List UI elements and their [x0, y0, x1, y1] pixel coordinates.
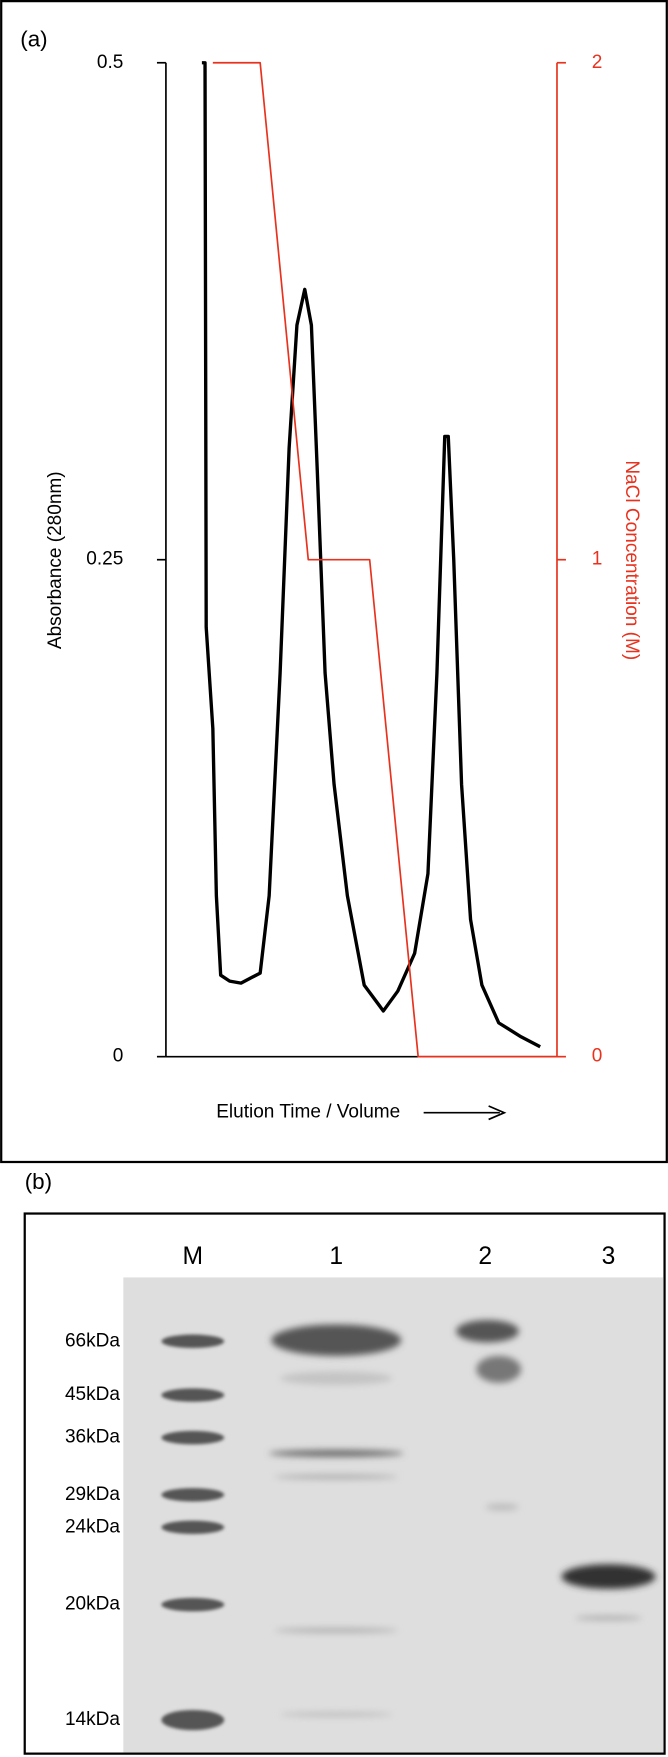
lane-label: 3 [602, 1243, 616, 1270]
lane-label: 2 [478, 1243, 492, 1270]
marker-band [161, 1520, 225, 1535]
lane-label: M [183, 1243, 204, 1270]
marker-label: 45kDa [65, 1384, 120, 1405]
gel-image [123, 1277, 664, 1753]
marker-label: 36kDa [65, 1427, 120, 1448]
marker-label: 24kDa [65, 1516, 120, 1537]
gel-labels: M 1 2 3 66kDa 45kDa 36kDa 29kDa 24kDa 20kDa 14kDa [65, 1243, 615, 1730]
marker-band [161, 1430, 225, 1445]
y-tick-label: 0.25 [86, 549, 123, 570]
y-tick-label: 0 [113, 1046, 124, 1067]
x-arrow [423, 1105, 507, 1121]
marker-bands [161, 1334, 225, 1731]
panel-label: (b) [25, 1169, 52, 1194]
y2-tick-label: 0 [592, 1046, 603, 1067]
y2-tick-label: 2 [592, 52, 603, 73]
marker-label: 14kDa [65, 1709, 120, 1730]
series-line [212, 61, 557, 1058]
panel-frame [0, 0, 668, 1164]
y-tick-label: 0.5 [97, 52, 123, 73]
x-axis-label: Elution Time / Volume [216, 1102, 400, 1123]
y2-axis-label: NaCl Concentration (M) [621, 460, 642, 660]
marker-label: 20kDa [65, 1594, 120, 1615]
gel-bands [269, 1319, 656, 1717]
marker-label: 66kDa [65, 1330, 120, 1351]
marker-band [161, 1597, 225, 1612]
marker-label: 29kDa [65, 1484, 120, 1505]
panel-label: (a) [20, 26, 47, 51]
marker-band [161, 1488, 225, 1502]
y-axis-label: Absorbance (280nm) [45, 471, 66, 649]
marker-band [161, 1388, 225, 1402]
y2-tick-label: 1 [592, 549, 603, 570]
lane-label: 1 [329, 1243, 343, 1270]
marker-band [161, 1334, 225, 1349]
marker-band [161, 1709, 225, 1731]
series-line [201, 61, 541, 1049]
